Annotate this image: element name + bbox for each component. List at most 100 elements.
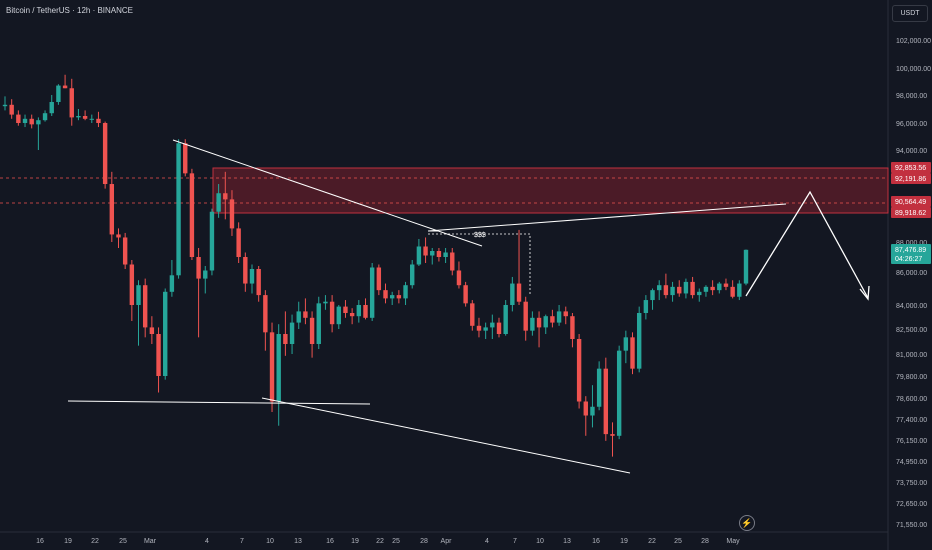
candle-body — [62, 85, 68, 89]
x-tick-label: 25 — [674, 538, 682, 545]
candle-body — [556, 311, 562, 323]
candle-body — [183, 143, 188, 174]
candle-body — [249, 269, 255, 284]
candle-body — [276, 334, 281, 402]
candle-body — [450, 252, 455, 271]
candle-body — [483, 327, 488, 331]
y-tick-label: 71,550.00 — [896, 522, 927, 529]
y-tick-label: 86,000.00 — [896, 270, 927, 277]
price-label-bg — [891, 244, 931, 255]
y-tick-label: 78,600.00 — [896, 396, 927, 403]
x-tick-label: 19 — [64, 538, 72, 545]
projection-arrowhead — [859, 285, 870, 301]
candle-body — [49, 102, 54, 114]
y-tick-label: 84,000.00 — [896, 303, 927, 310]
candle-body — [356, 305, 362, 317]
candle-body — [236, 228, 241, 257]
x-tick-label: 4 — [205, 538, 209, 545]
candle-body — [303, 311, 308, 318]
candle-body — [22, 118, 28, 123]
candle-body — [323, 301, 328, 304]
y-tick-label: 82,500.00 — [896, 327, 927, 334]
x-tick-label: 25 — [392, 538, 400, 545]
y-tick-label: 88,000.00 — [896, 240, 927, 247]
price-label-bg — [891, 207, 931, 218]
x-tick-label: 13 — [294, 538, 302, 545]
rising-line — [427, 203, 787, 232]
price-label-last: 87,476.89 — [895, 247, 926, 254]
x-tick-label: 4 — [485, 538, 489, 545]
y-tick-label: 72,650.00 — [896, 501, 927, 508]
candle-body — [122, 237, 128, 265]
candle-body — [369, 267, 375, 318]
candle-body — [677, 286, 682, 294]
candle-body — [416, 246, 422, 265]
x-tick-label: 16 — [36, 538, 44, 545]
price-label-bg — [891, 173, 931, 184]
currency-button[interactable]: USDT — [892, 5, 928, 22]
candle-body — [523, 301, 528, 331]
lightning-icon[interactable]: ⚡ — [739, 515, 755, 531]
y-tick-label: 77,400.00 — [896, 417, 927, 424]
candle-body — [743, 249, 749, 284]
candle-body — [703, 286, 709, 292]
support-line — [67, 400, 371, 405]
candle-body — [256, 269, 261, 296]
liquidity-dashed-line — [428, 233, 531, 296]
x-tick-label: 22 — [648, 538, 656, 545]
x-tick-label: 13 — [563, 538, 571, 545]
candle-body — [590, 406, 595, 416]
y-tick-label: 100,000.00 — [896, 66, 931, 73]
projection-path — [745, 190, 869, 299]
candle-body — [203, 270, 208, 279]
candle-body — [683, 281, 689, 294]
candle-body — [650, 290, 655, 301]
candle-body — [690, 281, 695, 296]
x-tick-label: 7 — [513, 538, 517, 545]
candle-body — [36, 120, 41, 125]
candle-body — [189, 173, 195, 257]
candle-body — [383, 290, 388, 299]
price-label-bg — [891, 253, 931, 264]
candle-body — [136, 285, 141, 305]
chart-title: Bitcoin / TetherUS · 12h · BINANCE — [6, 6, 134, 15]
candle-body — [530, 317, 535, 331]
x-tick-label: 10 — [266, 538, 274, 545]
y-tick-label: 94,000.00 — [896, 148, 927, 155]
candle-body — [403, 285, 408, 299]
candle-body — [102, 123, 108, 185]
resistance-zone — [212, 167, 889, 214]
price-label-zone: 92,853.56 — [895, 165, 926, 172]
candle-body — [430, 251, 435, 256]
candle-body — [96, 118, 101, 123]
candle-body — [643, 300, 649, 313]
price-label-zone: 90,564.49 — [895, 199, 926, 206]
candle-body — [510, 283, 515, 305]
candle-body — [723, 283, 729, 287]
candle-body — [443, 252, 448, 257]
candle-body — [717, 283, 722, 291]
lower-trendline — [261, 397, 631, 474]
x-tick-label: 7 — [240, 538, 244, 545]
candle-body — [663, 285, 669, 296]
candle-body — [343, 306, 348, 313]
y-tick-label: 73,750.00 — [896, 480, 927, 487]
y-tick-label: 96,000.00 — [896, 121, 927, 128]
candle-body — [269, 332, 275, 402]
candle-body — [116, 234, 121, 238]
candle-body — [209, 211, 215, 271]
price-label-countdown: 04:26:27 — [895, 256, 922, 263]
candle-body — [109, 184, 115, 235]
candle-body — [9, 104, 14, 115]
price-label-bg — [891, 162, 931, 173]
candle-body — [289, 322, 295, 344]
candle-body — [570, 316, 575, 339]
candle-body — [389, 295, 395, 299]
x-tick-label: Apr — [441, 538, 453, 545]
x-tick-label: May — [726, 538, 740, 545]
candle-body — [670, 286, 675, 296]
candle-body — [410, 264, 415, 286]
x-tick-label: 28 — [701, 538, 709, 545]
candle-body — [536, 317, 542, 328]
